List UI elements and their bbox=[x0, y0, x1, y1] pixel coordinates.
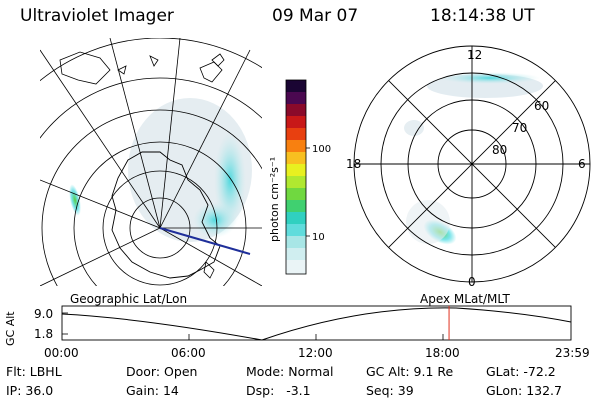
mlt-label-18: 18 bbox=[346, 157, 361, 171]
polar-plot bbox=[353, 45, 591, 283]
timeline-xtick-0000: 00:00 bbox=[44, 346, 79, 360]
gcalt-value: 9.1 Re bbox=[413, 364, 454, 379]
mlt-label-12: 12 bbox=[467, 48, 482, 62]
timeline-plot bbox=[61, 305, 572, 341]
status-gcalt: GC Alt: 9.1 Re bbox=[366, 364, 453, 379]
glon-label: GLon: bbox=[486, 383, 523, 398]
seq-label: Seq: bbox=[366, 383, 394, 398]
dsp-label: Dsp: bbox=[246, 383, 275, 398]
map-content bbox=[40, 38, 262, 286]
status-gain: Gain: 14 bbox=[126, 383, 179, 398]
colorbar-tick-100: 100 bbox=[312, 144, 331, 155]
lat-label-70: 70 bbox=[512, 121, 527, 135]
mode-label: Mode: bbox=[246, 364, 285, 379]
altitude-curve bbox=[61, 307, 572, 341]
ip-value: 36.0 bbox=[25, 383, 54, 398]
instrument-title: Ultraviolet Imager bbox=[20, 6, 174, 26]
timeline-xtick-2359: 23:59 bbox=[555, 346, 590, 360]
status-glat: GLat: -72.2 bbox=[486, 364, 556, 379]
mode-value: Normal bbox=[288, 364, 334, 379]
seq-value: 39 bbox=[397, 383, 414, 398]
mlt-label-0: 0 bbox=[468, 275, 476, 289]
status-ip: IP: 36.0 bbox=[6, 383, 53, 398]
flt-label: Flt: bbox=[6, 364, 26, 379]
satellite-track bbox=[159, 227, 251, 255]
colorbar-unit-label: photon cm⁻²s⁻¹ bbox=[268, 157, 281, 242]
timeline-ymax: 9.0 bbox=[34, 307, 53, 321]
ip-label: IP: bbox=[6, 383, 22, 398]
timeline-xtick-1200: 12:00 bbox=[298, 346, 333, 360]
glon-value: 132.7 bbox=[526, 383, 562, 398]
gain-label: Gain: bbox=[126, 383, 159, 398]
timeline-left-title: Geographic Lat/Lon bbox=[70, 292, 187, 306]
timeline-ymin: 1.8 bbox=[34, 327, 53, 341]
status-glon: GLon: 132.7 bbox=[486, 383, 562, 398]
gcalt-label: GC Alt: bbox=[366, 364, 410, 379]
gain-value: 14 bbox=[162, 383, 179, 398]
lat-label-80: 80 bbox=[492, 143, 507, 157]
timeline-xtick-1800: 18:00 bbox=[425, 346, 460, 360]
lat-label-60: 60 bbox=[534, 99, 549, 113]
mlt-label-6: 6 bbox=[578, 157, 586, 171]
status-seq: Seq: 39 bbox=[366, 383, 414, 398]
status-door: Door: Open bbox=[126, 364, 197, 379]
status-dsp: Dsp: -3.1 bbox=[246, 383, 311, 398]
timeline-right-title: Apex MLat/MLT bbox=[420, 292, 510, 306]
colorbar-tick-10: 10 bbox=[312, 232, 325, 243]
status-mode: Mode: Normal bbox=[246, 364, 334, 379]
time-label: 18:14:38 UT bbox=[430, 6, 535, 26]
door-label: Door: bbox=[126, 364, 161, 379]
status-flt: Flt: LBHL bbox=[6, 364, 62, 379]
door-value: Open bbox=[164, 364, 198, 379]
date-label: 09 Mar 07 bbox=[272, 6, 359, 26]
colorbar bbox=[285, 79, 310, 275]
glat-value: -72.2 bbox=[523, 364, 556, 379]
dsp-value: -3.1 bbox=[286, 383, 311, 398]
timeline-xtick-0600: 06:00 bbox=[171, 346, 206, 360]
flt-value: LBHL bbox=[29, 364, 62, 379]
timeline-ylabel: GC Alt bbox=[4, 311, 17, 346]
glat-label: GLat: bbox=[486, 364, 520, 379]
